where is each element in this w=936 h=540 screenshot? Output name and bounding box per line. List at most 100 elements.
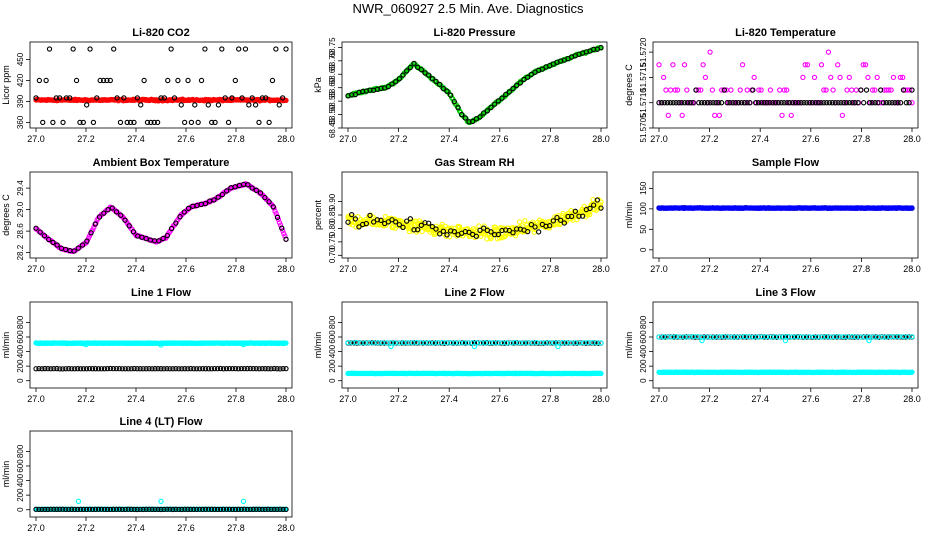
data-point [907, 87, 913, 93]
data-point [731, 334, 737, 340]
data-point [886, 100, 892, 106]
data-point [60, 506, 66, 512]
data-point [710, 100, 716, 106]
data-series [33, 181, 289, 255]
data-point [451, 229, 457, 235]
data-point [812, 334, 819, 340]
data-point [222, 95, 228, 101]
x-tick-label: 27.8 [227, 523, 245, 533]
data-point [179, 366, 185, 372]
data-point [271, 365, 277, 372]
data-point [866, 337, 872, 344]
data-point [528, 71, 534, 78]
data-point [282, 233, 288, 239]
data-point [86, 506, 93, 512]
data-point [440, 228, 446, 234]
data-point [802, 62, 808, 68]
data-point [523, 340, 529, 346]
data-point [252, 102, 259, 108]
data-point [707, 49, 713, 55]
x-tick-label: 28.0 [277, 523, 295, 533]
data-point [202, 506, 209, 512]
data-point [249, 95, 255, 101]
x-tick-label: 27.6 [491, 134, 509, 144]
data-point [188, 119, 195, 126]
data-point [101, 366, 108, 372]
data-point [33, 95, 39, 101]
data-point [205, 506, 212, 512]
data-point [503, 91, 509, 98]
data-point [160, 235, 166, 242]
data-point [909, 87, 915, 93]
data-point [863, 87, 870, 93]
data-point [510, 230, 516, 236]
data-point [197, 366, 203, 372]
data-point [569, 213, 575, 220]
data-point [716, 112, 722, 119]
data-point [110, 506, 117, 512]
data-point [185, 77, 191, 84]
data-point [131, 119, 137, 126]
data-point [110, 366, 117, 372]
data-point [477, 114, 483, 120]
data-point [764, 100, 770, 106]
data-point [815, 100, 821, 106]
data-point [393, 219, 399, 225]
data-point [247, 365, 253, 372]
chart-title: Gas Stream RH [434, 157, 514, 169]
data-point [722, 334, 728, 340]
data-point [113, 365, 120, 372]
y-tick-label: 0 [16, 378, 25, 383]
data-point [363, 220, 369, 227]
data-point [270, 204, 276, 210]
data-point [177, 214, 183, 220]
data-point [124, 119, 130, 126]
data-point [767, 87, 774, 93]
x-tick-label: 27.2 [77, 394, 95, 404]
data-point [499, 95, 505, 101]
data-point [727, 100, 733, 106]
data-point [758, 100, 764, 106]
data-point [656, 62, 662, 68]
data-point [888, 87, 894, 93]
data-point [168, 225, 175, 232]
data-point [693, 87, 699, 93]
data-point [256, 366, 262, 372]
data-point [283, 236, 289, 242]
data-point [670, 62, 676, 68]
data-point [739, 62, 746, 68]
y-tick-label: 68.45 [328, 117, 337, 138]
y-tick-label: 400 [328, 344, 337, 358]
data-point [265, 506, 271, 512]
y-tick-label: 29.0 [16, 201, 25, 217]
data-point [809, 100, 816, 106]
data-point [659, 100, 665, 106]
data-point [253, 366, 259, 372]
data-point [104, 506, 111, 513]
data-point [448, 92, 454, 98]
data-point [744, 87, 750, 93]
y-tick-label: 390 [16, 94, 25, 108]
data-point [909, 205, 915, 211]
x-tick-label: 27.4 [440, 394, 458, 404]
data-point [173, 506, 179, 512]
data-point [138, 102, 144, 108]
data-point [128, 366, 134, 372]
data-point [235, 366, 242, 372]
data-point [215, 194, 221, 200]
data-point [433, 78, 439, 85]
data-point [114, 95, 120, 101]
data-point [88, 230, 94, 236]
chart-title: Sample Flow [752, 157, 820, 169]
data-point [158, 506, 164, 513]
data-point [229, 365, 236, 372]
data-point [804, 100, 810, 106]
data-point [92, 221, 98, 227]
data-point [674, 87, 681, 93]
data-point [80, 366, 87, 372]
data-point [176, 506, 182, 513]
data-point [849, 100, 855, 106]
data-point [900, 87, 907, 93]
y-axis-label: degrees C [1, 194, 11, 236]
data-point [713, 100, 719, 106]
